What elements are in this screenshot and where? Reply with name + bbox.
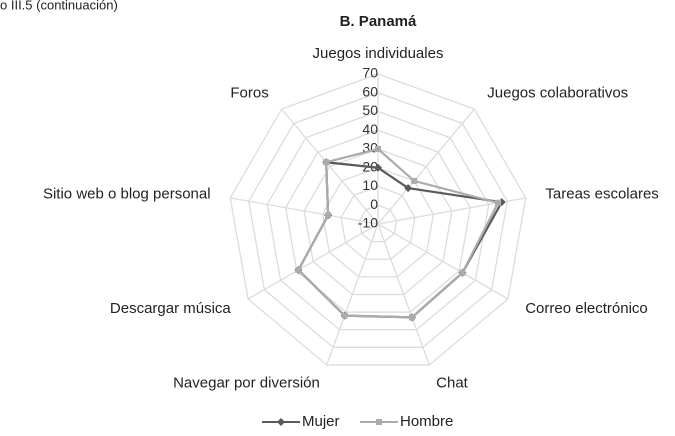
spoke	[281, 108, 379, 225]
grid-line	[358, 204, 398, 243]
marker	[495, 199, 502, 206]
axis-label: Tareas escolares	[545, 185, 658, 202]
spoke	[326, 223, 379, 366]
marker	[459, 269, 466, 276]
spoke	[377, 223, 509, 300]
y-tick-label: 0	[370, 196, 378, 212]
marker	[411, 177, 418, 184]
axis-label: Juegos individuales	[313, 45, 444, 62]
grid-line	[266, 110, 490, 331]
y-tick-label: -10	[358, 215, 378, 231]
axis-label: Descargar música	[110, 300, 232, 317]
grid-line	[229, 73, 527, 366]
y-tick-label: 40	[362, 121, 378, 137]
legend-marker	[277, 418, 285, 426]
y-tick-label: 70	[362, 65, 378, 81]
spoke	[377, 223, 430, 366]
marker	[404, 184, 413, 193]
marker	[295, 266, 302, 273]
axis-label: Juegos colaborativos	[487, 85, 628, 102]
spoke	[230, 197, 379, 225]
chart-title: B. Panamá	[340, 13, 417, 30]
legend-label: Mujer	[302, 413, 340, 430]
grid-line	[303, 148, 453, 296]
marker	[408, 314, 415, 321]
marker	[323, 159, 330, 166]
legend-marker	[376, 419, 382, 425]
axis-label: Navegar por diversión	[173, 375, 320, 392]
marker	[374, 163, 382, 172]
axis-label: Foros	[230, 85, 268, 102]
marker	[325, 212, 332, 219]
y-tick-label: 50	[362, 102, 378, 118]
axis-label: Chat	[436, 375, 469, 392]
legend-label: Hombre	[400, 413, 453, 430]
marker	[341, 312, 348, 319]
spoke	[377, 108, 475, 225]
axis-label: Correo electrónico	[525, 300, 648, 317]
marker	[375, 146, 381, 152]
grid-line	[321, 167, 435, 278]
grid-line	[284, 129, 472, 313]
y-tick-label: 10	[362, 177, 378, 193]
grid-line	[248, 92, 508, 348]
grid-line	[340, 185, 416, 260]
y-tick-label: 60	[362, 83, 378, 99]
spoke	[247, 223, 379, 300]
axis-label: Sitio web o blog personal	[43, 185, 211, 202]
header: o III.5 (continuación)	[0, 0, 118, 12]
series-line	[297, 147, 500, 319]
